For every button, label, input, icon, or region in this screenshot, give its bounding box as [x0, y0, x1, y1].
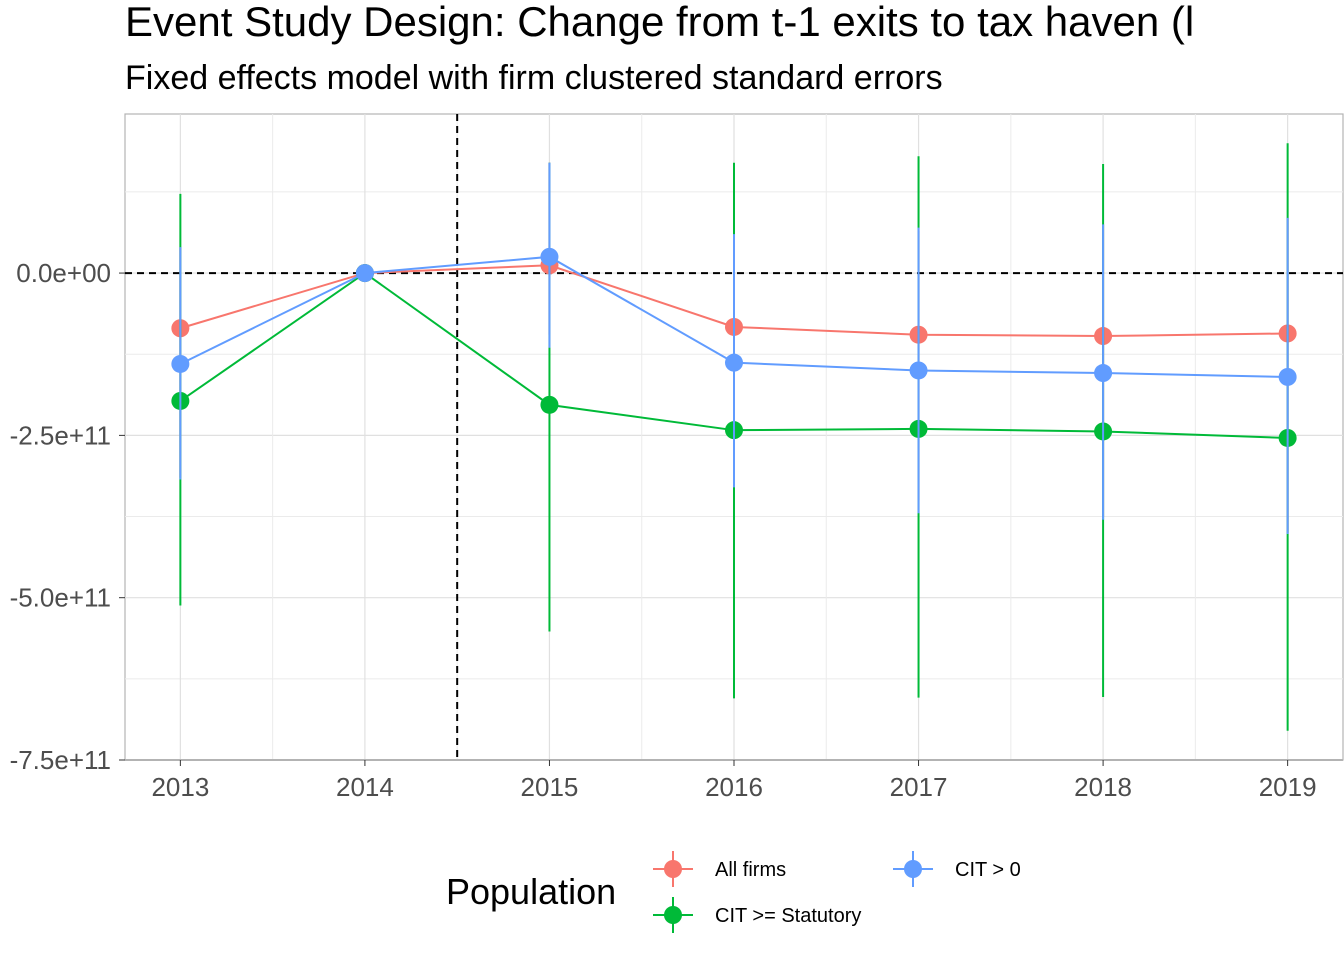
legend-key-point: [664, 906, 682, 924]
chart-title: Event Study Design: Change from t-1 exit…: [125, 0, 1195, 45]
data-point: [909, 361, 928, 380]
y-tick-label: 0.0e+00: [16, 258, 111, 288]
legend-keys: All firms CIT > 0 CIT >= Statutory: [653, 851, 1021, 933]
legend-key-point: [904, 860, 922, 878]
data-point: [355, 264, 374, 283]
x-tick-label: 2015: [521, 772, 579, 802]
series-layer: [171, 143, 1297, 731]
x-tick-label: 2018: [1074, 772, 1132, 802]
y-tick-label: -7.5e+11: [10, 745, 111, 775]
y-tick-label: -2.5e+11: [10, 420, 111, 450]
reference-lines: [125, 114, 1343, 760]
data-point: [1278, 367, 1297, 386]
axis-tick-labels: 0.0e+00 -2.5e+11 -5.0e+11 -7.5e+11 2013 2014 2…: [10, 258, 1317, 802]
legend-item-all-firms: All firms: [653, 851, 786, 887]
x-tick-label: 2014: [336, 772, 394, 802]
legend-item-cit-statutory: CIT >= Statutory: [653, 897, 861, 933]
data-point: [171, 354, 190, 373]
x-tick-label: 2017: [890, 772, 948, 802]
data-point: [540, 395, 559, 414]
legend-key-point: [664, 860, 682, 878]
legend-label: CIT >= Statutory: [715, 905, 861, 927]
data-point: [725, 353, 743, 372]
series-cit-0: [171, 162, 1297, 535]
x-tick-label: 2016: [705, 772, 763, 802]
x-tick-label: 2019: [1259, 772, 1317, 802]
legend-label: All firms: [715, 859, 786, 881]
legend-item-cit-0: CIT > 0: [893, 851, 1021, 887]
data-point: [540, 247, 559, 266]
y-tick-label: -5.0e+11: [10, 583, 111, 613]
legend-title: Population: [446, 871, 617, 912]
legend-label: CIT > 0: [955, 859, 1021, 881]
chart-subtitle: Fixed effects model with firm clustered …: [125, 59, 943, 97]
x-tick-label: 2013: [151, 772, 209, 802]
data-point: [1094, 364, 1113, 383]
